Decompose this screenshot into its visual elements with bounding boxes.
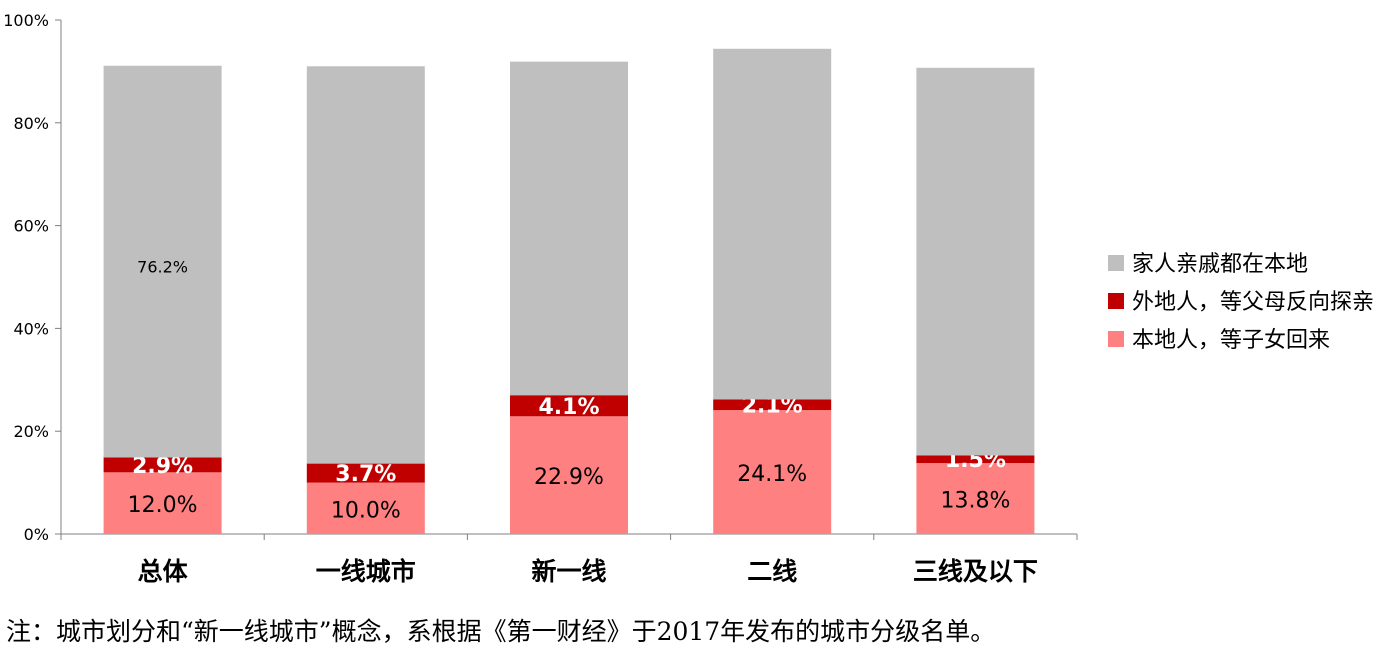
bar-segment (510, 416, 628, 534)
bar-segment (916, 463, 1035, 534)
bar-segment (306, 482, 425, 534)
bar-segment (916, 67, 1035, 456)
y-tick-label: 60% (13, 217, 49, 236)
legend-swatch (1108, 255, 1124, 271)
footnote: 注：城市划分和“新一线城市”概念，系根据《第一财经》于2017年发布的城市分级名… (6, 617, 996, 646)
legend-swatch (1108, 293, 1124, 309)
legend-label: 家人亲戚都在本地 (1132, 252, 1308, 277)
data-label: 3.7% (335, 462, 396, 487)
y-tick-label: 20% (13, 422, 49, 441)
x-category-label: 新一线 (531, 557, 606, 586)
x-category-label: 一线城市 (316, 557, 416, 586)
x-category-label: 三线及以下 (913, 557, 1038, 586)
data-label: 13.8% (940, 489, 1010, 514)
data-label: 2.9% (132, 454, 193, 479)
data-label: 12.0% (128, 493, 198, 518)
y-tick-label: 80% (13, 114, 49, 133)
legend-swatch (1108, 331, 1124, 347)
x-category-label: 二线 (747, 557, 797, 586)
bar-segment (510, 61, 628, 396)
bar-segment (713, 410, 832, 534)
bar-segment (103, 472, 222, 534)
data-label: 10.0% (331, 498, 401, 523)
bar-segment (306, 66, 425, 464)
data-label: 24.1% (737, 462, 807, 487)
bar-segment (510, 395, 628, 417)
data-label: 22.9% (534, 465, 604, 490)
legend-label: 本地人，等子女回来 (1132, 328, 1330, 353)
bar-segment (713, 399, 832, 411)
stacked-bar-chart: 0% 20% 40% 60% 80% 100% 12.0% 2.9% 76.2% 总体 10.0% 3… (3, 11, 1374, 586)
bar-segment (103, 65, 222, 458)
bar-segment (306, 463, 425, 483)
legend-label: 外地人，等父母反向探亲 (1132, 290, 1374, 315)
bar-segment (103, 457, 222, 473)
y-tick-label: 100% (3, 11, 49, 30)
bar-segment (713, 48, 832, 400)
x-category-label: 总体 (138, 557, 189, 586)
data-label: 76.2% (137, 258, 188, 277)
y-tick-label: 0% (24, 525, 49, 544)
bar-segment (916, 455, 1035, 464)
data-label: 4.1% (538, 395, 599, 420)
y-tick-label: 40% (13, 319, 49, 338)
